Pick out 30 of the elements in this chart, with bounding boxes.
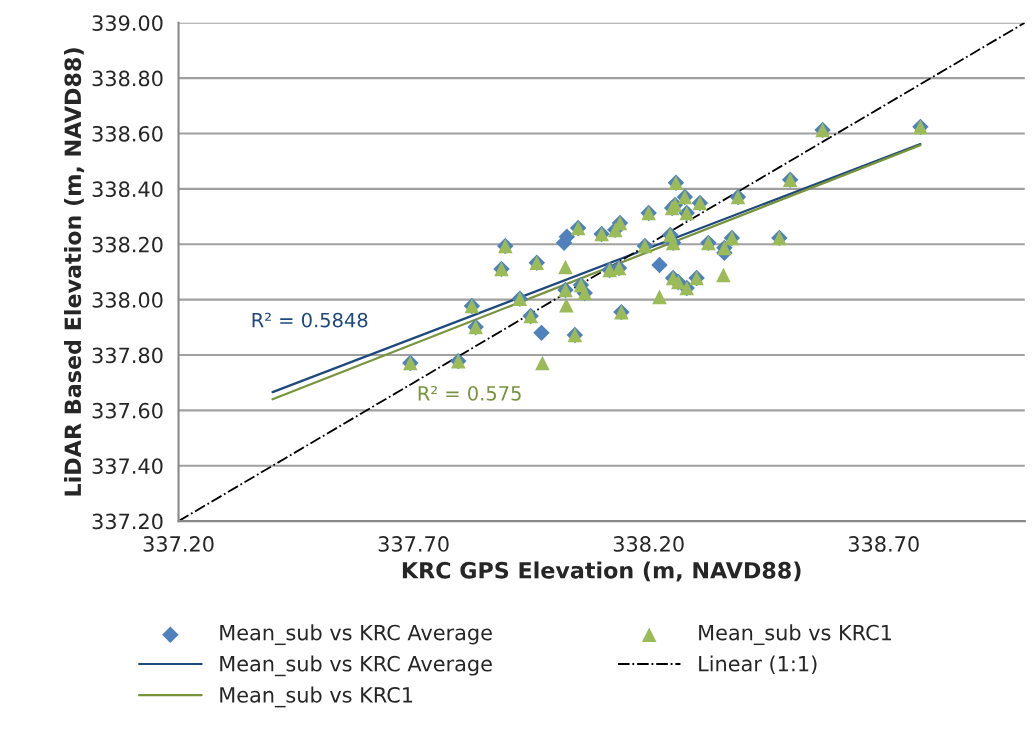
x-axis-title: KRC GPS Elevation (m, NAVD88) [402, 561, 801, 582]
x-tick-label: 338.20 [613, 536, 684, 552]
y-axis-title: LiDAR Based Elevation (m, NAVD88) [63, 48, 85, 496]
y-tick-label: 337.40 [92, 458, 163, 474]
x-tick-label: 338.70 [848, 536, 919, 552]
point [559, 297, 574, 313]
point [651, 256, 668, 274]
x-tick-label: 337.20 [143, 536, 214, 552]
legend-label: Linear (1:1) [699, 655, 817, 675]
y-tick-label: 337.80 [92, 347, 163, 364]
y-tick-label: 338.20 [92, 236, 163, 253]
point [652, 289, 667, 305]
y-tick-label: 337.60 [92, 402, 163, 419]
legend-label: Mean_sub vs KRC Average [220, 624, 492, 646]
point [535, 355, 550, 371]
annotation: R² = 0.5848 [252, 312, 368, 328]
y-tick-label: 338.00 [92, 292, 163, 308]
y-tick-label: 337.20 [92, 513, 163, 530]
y-tick-label: 338.40 [92, 181, 163, 198]
legend-label: Mean_sub vs KRC1 [220, 686, 413, 708]
annotation: R² = 0.575 [418, 385, 521, 401]
x-tick-label: 337.70 [378, 536, 449, 552]
legend-label: Mean_sub vs KRC Average [220, 655, 492, 677]
point [716, 267, 731, 283]
y-tick-label: 338.80 [92, 70, 163, 87]
y-tick-label: 338.60 [92, 125, 163, 142]
point [533, 324, 550, 342]
point [558, 259, 573, 275]
legend-label: Mean_sub vs KRC1 [699, 624, 891, 646]
y-tick-label: 339.00 [92, 15, 163, 31]
